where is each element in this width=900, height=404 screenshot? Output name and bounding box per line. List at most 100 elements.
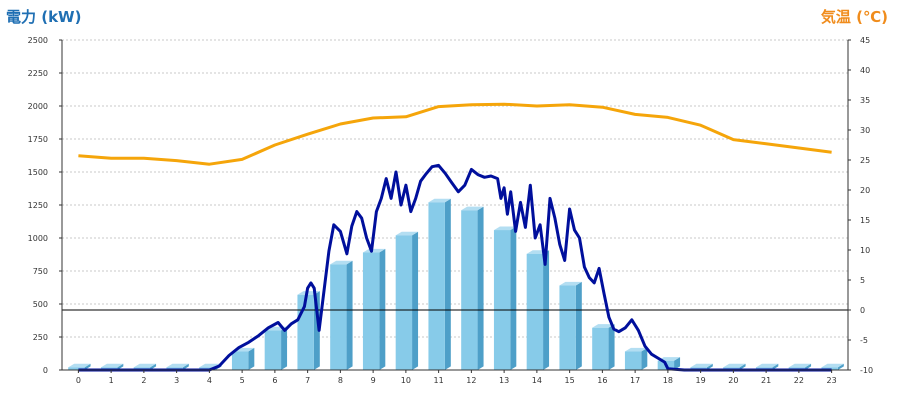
bar-top [68,363,91,368]
y-left-tick-label: 2500 [28,36,48,45]
x-tick-label: 18 [663,376,673,385]
bar [395,235,413,370]
x-tick-label: 14 [532,376,542,385]
y-right-tick-label: 25 [860,156,870,165]
bar-side [182,363,189,370]
bar-side [706,363,713,370]
y-left-tick-label: 1000 [28,234,48,243]
x-tick-label: 23 [827,376,837,385]
bar-side [248,347,255,370]
bar [231,351,249,370]
y-left-tick-label: 1750 [28,135,48,144]
x-tick-label: 10 [401,376,411,385]
bar-top [821,363,844,368]
bar-side [805,363,812,370]
y-left-tick-label: 500 [33,300,48,309]
y-right-tick-label: 30 [860,126,870,135]
x-tick-label: 20 [728,376,738,385]
x-tick-label: 22 [794,376,804,385]
x-tick-label: 9 [371,376,376,385]
bar-side [379,248,386,370]
bar-side [575,281,582,370]
bar-top [493,226,517,231]
bar-top [428,198,451,203]
y-right-tick-label: -5 [860,336,868,345]
y-left-tick-label: 0 [43,366,48,375]
bar-side [444,198,451,370]
bar-side [281,326,288,370]
temperature-line [78,102,832,166]
bar-side [477,206,484,370]
bar [330,264,347,370]
bar-side [608,324,615,370]
bar-top [559,281,582,286]
bar-side [674,357,681,370]
y-left-tick-label: 750 [33,267,48,276]
bar [68,367,85,370]
x-tick-label: 0 [76,376,81,385]
bar-side [739,363,746,370]
bar-top [330,260,353,265]
x-tick-label: 17 [630,376,640,385]
x-tick-label: 1 [109,376,114,385]
y-right-tick-label: 45 [860,36,870,45]
bar-top [461,206,484,211]
bar-top [788,363,812,368]
bar [264,330,282,370]
bar [624,351,642,370]
x-tick-label: 8 [338,376,343,385]
y-right-tick-label: 35 [860,96,870,105]
y-axis-left-title: 電力 (kW) [6,8,82,26]
bar-top [133,363,157,368]
bar-side [117,363,124,370]
bar [592,327,609,370]
y-right-tick-label: 40 [860,66,870,75]
x-tick-label: 7 [305,376,310,385]
bar-top [723,363,746,368]
x-tick-label: 19 [696,376,706,385]
bar-side [84,363,91,370]
bar-side [641,347,648,370]
bar [526,253,544,370]
bar-side [772,363,779,370]
bar [461,210,478,370]
y-axis-right-title: 気温 (℃) [820,8,888,26]
x-tick-label: 13 [499,376,509,385]
x-tick-label: 16 [597,376,607,385]
bar-top [166,363,189,368]
y-left-tick-label: 1500 [28,168,48,177]
x-tick-label: 2 [141,376,146,385]
y-left-tick-label: 2250 [28,69,48,78]
x-tick-label: 5 [240,376,245,385]
bar [428,202,445,370]
bar-top [362,248,386,253]
bar-top [592,324,615,328]
y-right-tick-label: 5 [860,276,865,285]
bar-side [510,226,517,370]
x-tick-label: 21 [761,376,771,385]
bar [362,252,380,370]
bar-top [690,363,713,368]
power-line [78,163,832,372]
bar-top [100,363,124,368]
x-tick-label: 11 [434,376,444,385]
bar-top [395,231,419,236]
y-right-tick-label: 20 [860,186,870,195]
x-tick-label: 12 [466,376,476,385]
x-tick-label: 3 [174,376,179,385]
y-left-tick-label: 2000 [28,102,48,111]
y-left-tick-label: 1250 [28,201,48,210]
bar-side [150,363,157,370]
y-right-tick-label: -10 [860,366,873,375]
bar-side [346,260,353,370]
x-tick-label: 4 [207,376,212,385]
bar [559,285,576,370]
bar-side [837,363,844,370]
y-left-tick-label: 250 [33,333,48,342]
bar-top [755,363,779,368]
y-right-tick-label: 10 [860,246,870,255]
x-tick-label: 6 [272,376,277,385]
bar [493,230,511,370]
